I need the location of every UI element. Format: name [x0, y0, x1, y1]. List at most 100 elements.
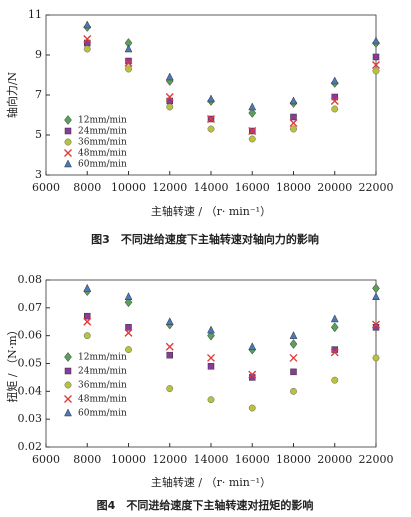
point — [248, 102, 257, 111]
point — [83, 45, 91, 53]
point — [83, 35, 92, 43]
x-tick-label: 12000 — [152, 181, 187, 194]
y-tick-label: 3 — [35, 168, 42, 181]
point — [125, 57, 132, 65]
point — [207, 325, 215, 334]
point — [124, 44, 133, 53]
point — [248, 135, 256, 143]
point — [165, 342, 174, 351]
y-tick-label: 9 — [35, 48, 42, 61]
point — [289, 96, 298, 105]
point — [207, 363, 215, 370]
legend-label: 36mm/min — [78, 138, 127, 148]
point — [83, 20, 92, 29]
y-tick-label: 0.08 — [18, 273, 43, 286]
x-tick-label: 16000 — [235, 181, 270, 194]
legend-label: 48mm/min — [78, 395, 127, 405]
x-tick-label: 6000 — [32, 181, 60, 194]
legend-label: 60mm/min — [78, 160, 127, 170]
legend-label: 36mm/min — [78, 381, 127, 391]
point — [372, 354, 380, 362]
point — [125, 65, 132, 73]
caption: 图4 不同进给速度下主轴转速对扭矩的影响 — [97, 498, 314, 512]
point — [248, 342, 257, 351]
point — [330, 348, 339, 357]
point — [165, 93, 174, 101]
y-axis-label: 扭矩 / （N·m） — [5, 324, 19, 402]
point — [289, 353, 298, 362]
legend-marker — [64, 159, 72, 168]
x-tick-label: 10000 — [111, 181, 146, 194]
point — [290, 368, 297, 376]
x-tick-label: 14000 — [194, 181, 229, 194]
point — [248, 404, 256, 412]
point — [248, 370, 257, 379]
x-tick-label: 6000 — [32, 453, 60, 466]
y-tick-label: 0.07 — [18, 301, 43, 314]
point — [166, 103, 174, 111]
legend-label: 60mm/min — [78, 409, 127, 419]
point — [125, 346, 132, 354]
x-tick-label: 12000 — [152, 453, 187, 466]
point — [331, 93, 338, 101]
legend-marker — [64, 381, 72, 389]
x-tick-label: 18000 — [276, 181, 311, 194]
caption: 图3 不同进给速度下主轴转速对轴向力的影响 — [91, 232, 319, 246]
y-tick-label: 5 — [35, 128, 42, 141]
point — [290, 113, 297, 121]
y-tick-label: 0.02 — [18, 440, 43, 453]
y-tick-label: 0.06 — [18, 329, 43, 342]
legend-marker — [64, 408, 72, 417]
point — [330, 76, 339, 85]
x-tick-label: 8000 — [73, 181, 101, 194]
legend-label: 12mm/min — [78, 116, 127, 126]
point — [207, 115, 215, 123]
point — [290, 387, 297, 395]
point — [248, 108, 257, 118]
x-tick-label: 18000 — [276, 453, 311, 466]
point — [207, 353, 215, 362]
x-tick-label: 20000 — [317, 181, 352, 194]
point — [83, 283, 92, 292]
point — [124, 292, 133, 300]
legend-label: 12mm/min — [78, 353, 127, 363]
point — [207, 94, 215, 103]
point — [330, 314, 339, 323]
legend-label: 24mm/min — [78, 367, 127, 377]
legend-label: 24mm/min — [78, 127, 127, 137]
y-tick-label: 7 — [35, 88, 42, 101]
point — [248, 127, 257, 135]
legend-label: 48mm/min — [78, 149, 127, 159]
point — [124, 59, 133, 67]
y-tick-label: 0.05 — [18, 357, 43, 370]
point — [372, 67, 380, 75]
point — [166, 385, 174, 392]
point — [84, 312, 91, 320]
legend-marker — [64, 352, 72, 362]
point — [289, 119, 298, 127]
point — [165, 317, 174, 325]
point — [331, 105, 339, 113]
point — [207, 125, 215, 133]
y-axis-label: 轴向力/N — [5, 71, 19, 118]
x-axis-label: 主轴转速 / （r· min⁻¹） — [151, 475, 271, 489]
x-tick-label: 22000 — [359, 181, 394, 194]
point — [372, 283, 380, 294]
point — [124, 297, 133, 308]
y-tick-label: 11 — [28, 8, 42, 21]
point — [289, 339, 298, 349]
point — [372, 61, 380, 69]
point — [330, 322, 339, 333]
point — [289, 331, 298, 339]
y-tick-label: 0.03 — [18, 412, 43, 425]
point — [331, 376, 339, 384]
point — [330, 97, 339, 105]
x-tick-label: 22000 — [359, 453, 394, 466]
point — [372, 36, 380, 45]
point — [290, 125, 297, 133]
point — [124, 328, 133, 337]
point — [372, 53, 380, 61]
point — [372, 292, 380, 300]
x-tick-label: 14000 — [194, 453, 229, 466]
